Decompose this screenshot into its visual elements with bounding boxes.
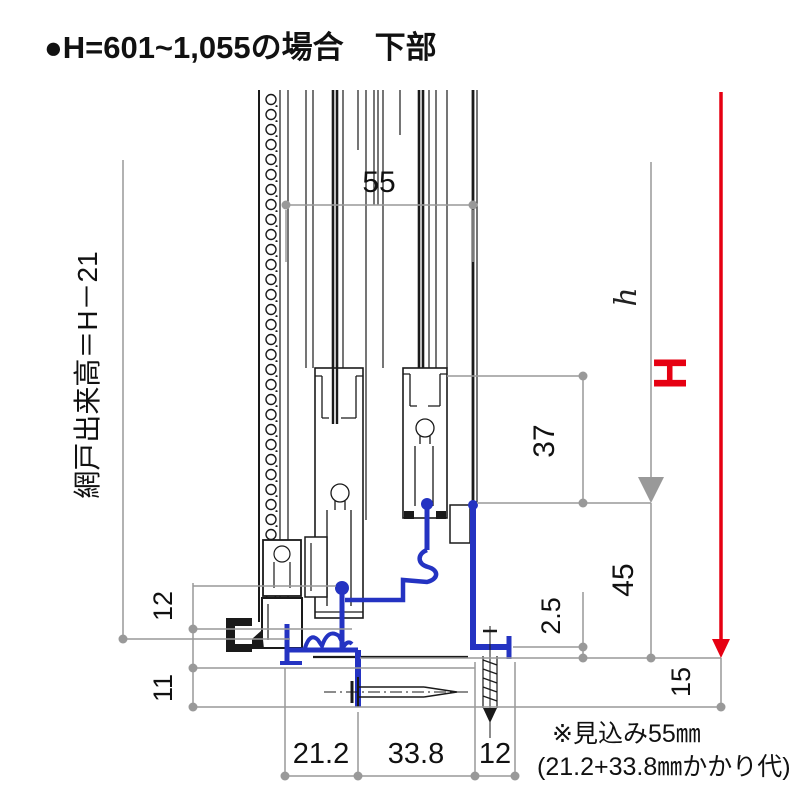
glass-pane-right xyxy=(417,90,425,403)
height-arrowhead-icon xyxy=(712,639,730,658)
note: ※見込み55㎜ (21.2+33.8㎜かかり代) xyxy=(537,720,791,781)
dim-55-line xyxy=(285,204,474,262)
screen-rail-upper xyxy=(262,539,302,597)
screw-threads xyxy=(482,659,498,702)
profile-thin-lines xyxy=(279,90,478,628)
sash-right-glazing-channel xyxy=(403,373,447,407)
dim-45-label: 45 xyxy=(607,563,640,596)
page-title: ●H=601~1,055の場合 下部 xyxy=(44,30,437,65)
dim-bottom-lines xyxy=(284,662,516,777)
sash-bottom-rail-right xyxy=(402,367,448,519)
sill-front-rib-cap xyxy=(335,581,349,595)
sash-right-foot xyxy=(436,511,446,519)
dim-55-label: 55 xyxy=(362,166,395,199)
screw-tip xyxy=(483,708,497,723)
highlighted-sill-profile xyxy=(280,498,512,707)
dimension-lines xyxy=(118,160,726,781)
screw-shaft xyxy=(358,686,458,698)
note-line-1: ※見込み55㎜ xyxy=(552,720,701,748)
dim-11-label: 11 xyxy=(148,674,178,702)
sash-left-glazing-channel xyxy=(315,375,363,419)
jamb-piece xyxy=(449,504,471,544)
sash-left-glass-inset xyxy=(331,368,339,424)
dim-arrow-triangle xyxy=(638,477,664,503)
screen-rail-boss xyxy=(273,545,291,563)
H-symbol-label: H xyxy=(644,356,696,389)
dim-33-8-label: 33.8 xyxy=(388,738,444,770)
dim-12-11-lines xyxy=(192,583,721,708)
h-symbol-label: h xyxy=(609,287,644,306)
dim-2-5-label: 2.5 xyxy=(536,597,566,635)
sash-right-screw-boss xyxy=(415,418,435,438)
vertical-screw xyxy=(482,626,498,738)
dim-37-label: 37 xyxy=(528,424,561,457)
dim-15-label: 15 xyxy=(666,667,696,697)
note-line-2: (21.2+33.8㎜かかり代) xyxy=(537,753,791,781)
sill-threshold-ramp xyxy=(303,631,354,651)
sash-right-inner-walls xyxy=(414,436,434,506)
interlock-channel xyxy=(304,536,328,598)
height-arrow xyxy=(712,92,730,658)
sill-step-hook xyxy=(345,547,439,603)
pleated-mesh-pattern xyxy=(265,92,278,618)
sash-right-foot xyxy=(404,511,414,519)
frame-profile-lines xyxy=(258,90,478,628)
screen-rail-slot xyxy=(273,562,291,588)
dim-21-2-label: 21.2 xyxy=(293,738,349,770)
screen-height-line xyxy=(122,160,290,640)
dim-37-line xyxy=(447,375,651,504)
dimension-labels: 55 37 45 2.5 12 11 15 21.2 33.8 12 h H 網… xyxy=(72,166,696,770)
sill-center-rib-cap xyxy=(421,498,433,510)
sash-left-screw-boss xyxy=(330,483,350,503)
sill-back-wall-cap xyxy=(468,500,478,510)
dim-12-bottom-label: 12 xyxy=(479,738,511,770)
screen-height-label: 網戸出来高＝H－21 xyxy=(72,251,103,498)
dim-12-left-label: 12 xyxy=(148,591,178,621)
horizontal-screw xyxy=(324,677,470,707)
screen-guide-channel xyxy=(226,618,252,652)
